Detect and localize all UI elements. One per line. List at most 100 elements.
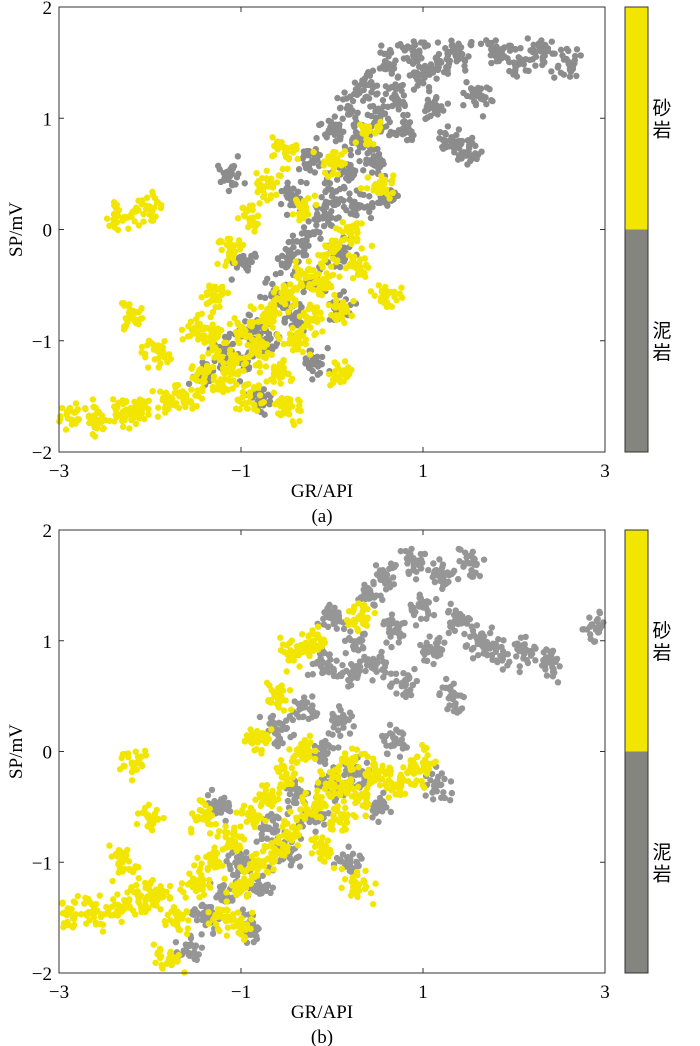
data-point [172, 958, 180, 965]
data-point [263, 175, 270, 182]
data-point [282, 725, 290, 733]
data-point [235, 929, 242, 936]
data-point [353, 746, 361, 753]
data-point [109, 896, 117, 903]
data-point [538, 37, 545, 44]
data-point [340, 128, 347, 135]
data-point [392, 85, 400, 93]
data-point [305, 258, 312, 265]
data-point [60, 923, 67, 931]
data-point [300, 288, 307, 296]
data-point [369, 761, 377, 768]
data-point [116, 766, 124, 773]
data-point [242, 359, 250, 367]
data-point [211, 864, 219, 871]
data-point [349, 608, 357, 615]
data-point [386, 721, 394, 729]
data-point [281, 852, 288, 859]
data-point [234, 371, 242, 378]
data-point [355, 862, 362, 869]
data-point [404, 554, 411, 562]
data-point [468, 566, 475, 574]
data-point [142, 752, 150, 759]
data-point [206, 876, 213, 884]
x-axis-label: GR/API [291, 1002, 353, 1023]
data-point [317, 814, 325, 821]
data-point [188, 386, 195, 393]
data-point [345, 252, 353, 259]
data-point [354, 627, 362, 635]
data-point [320, 222, 328, 230]
data-point [382, 660, 389, 667]
data-point [410, 48, 418, 55]
data-point [280, 282, 287, 289]
data-point [144, 364, 152, 371]
data-point [512, 45, 519, 53]
data-point [327, 743, 334, 751]
data-point [369, 900, 377, 908]
data-point [63, 408, 71, 415]
data-point [556, 663, 563, 670]
data-point [371, 292, 378, 299]
data-point [363, 622, 371, 629]
panel-label: (b) [311, 1027, 333, 1046]
data-point [310, 148, 317, 156]
data-point [404, 560, 411, 567]
data-point [398, 284, 405, 291]
data-point [195, 951, 202, 958]
data-point [356, 121, 364, 128]
colorbar-mudstone-swatch [625, 751, 648, 973]
data-point [279, 165, 286, 173]
data-point [506, 658, 513, 666]
data-point [517, 643, 525, 651]
data-point [363, 759, 371, 766]
data-point [374, 90, 381, 97]
data-point [280, 410, 287, 417]
data-point [211, 844, 218, 851]
data-point [199, 353, 206, 361]
data-point [378, 172, 385, 180]
data-point [520, 61, 527, 68]
data-point [435, 773, 442, 780]
data-point [278, 774, 285, 781]
data-point [430, 570, 438, 577]
data-point [212, 820, 220, 828]
data-point [355, 269, 362, 276]
data-point [386, 682, 394, 690]
data-point [269, 712, 277, 720]
data-point [253, 850, 260, 858]
data-point [193, 817, 200, 824]
data-point [347, 260, 354, 268]
data-point [218, 246, 225, 254]
data-point [399, 730, 407, 738]
data-point [437, 651, 444, 658]
data-point [573, 46, 581, 53]
data-point [309, 702, 316, 709]
data-point [272, 285, 280, 292]
data-point [302, 811, 310, 819]
data-point [288, 764, 295, 772]
data-point [302, 699, 309, 706]
data-point [276, 806, 283, 813]
data-point [388, 779, 395, 787]
data-point [331, 291, 338, 299]
data-point [118, 417, 126, 425]
data-point [573, 72, 580, 80]
data-point [242, 318, 249, 325]
data-point [278, 138, 285, 146]
data-point [284, 165, 291, 172]
data-point [220, 339, 228, 347]
data-point [178, 326, 186, 334]
data-point [253, 737, 260, 744]
data-point [203, 291, 211, 299]
data-point [261, 790, 269, 797]
data-point [256, 392, 264, 399]
data-point [324, 173, 332, 180]
data-point [285, 406, 292, 414]
data-point [223, 241, 231, 249]
data-point [248, 323, 255, 330]
data-point [241, 737, 249, 745]
data-point [133, 204, 140, 211]
data-point [128, 883, 135, 891]
